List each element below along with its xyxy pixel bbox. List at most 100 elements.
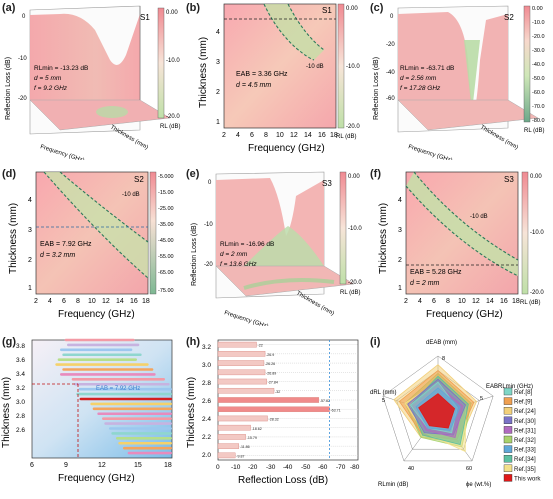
y-tick: 3 bbox=[216, 59, 220, 66]
y-tick: 4 bbox=[398, 197, 402, 204]
x-tick: 14 bbox=[304, 132, 312, 139]
panel-d-xticks: 2 4 6 8 10 12 14 16 18 bbox=[34, 298, 150, 305]
panel-e-ztick: -20 bbox=[204, 262, 213, 268]
rl-bar bbox=[217, 369, 266, 376]
radar-ring-value: 8 bbox=[442, 356, 445, 362]
x-tick: 16 bbox=[130, 298, 138, 305]
panel-i: dEAB (mm) EABRLmin (GHz) ϕe (wt.%) RLmin… bbox=[368, 336, 553, 494]
x-tick: 14 bbox=[486, 298, 494, 305]
y-tick: 2 bbox=[216, 89, 220, 96]
panel-e: 0.00 -10.0 -20.0 RL (dB) 0 -10 -20 Refle… bbox=[184, 166, 368, 330]
cbar-tick: -35.00 bbox=[158, 222, 174, 228]
panel-f-yticks: 4 3 2 1 bbox=[398, 197, 402, 292]
y-tick: 2.6 bbox=[16, 427, 25, 434]
legend-label: Ref.[8] bbox=[514, 389, 533, 396]
x-tick: 18 bbox=[330, 132, 338, 139]
legend-swatch bbox=[503, 426, 513, 434]
frequency-range-bar bbox=[60, 348, 133, 352]
panel-a-ztick: 0 bbox=[22, 14, 26, 20]
legend-swatch bbox=[503, 474, 513, 482]
panel-d-cbar-ticks: -5.000 -15.00 -25.00 -35.00 -45.00 -55.0… bbox=[158, 174, 174, 294]
x-tick: 10 bbox=[458, 298, 466, 305]
legend-label: Ref.[33] bbox=[514, 447, 536, 454]
cbar-tick: -10.0 bbox=[532, 20, 545, 26]
panel-b-cbar-tick: -10.0 bbox=[346, 64, 360, 70]
cbar-tick: -30.0 bbox=[532, 48, 545, 54]
y-tick: 4 bbox=[28, 197, 32, 204]
x-tick: 12 bbox=[98, 462, 106, 469]
panel-f-xticks: 2 4 6 8 10 12 14 16 18 bbox=[404, 298, 520, 305]
panel-b-xlabel: Frequency (GHz) bbox=[248, 143, 325, 154]
rl-value-label: -9.87 bbox=[236, 454, 244, 458]
panel-c-cbar-label: RL (dB) bbox=[524, 128, 544, 134]
panel-d-plot: -5.000 -15.00 -25.00 -35.00 -45.00 -55.0… bbox=[8, 171, 174, 320]
y-tick: 4 bbox=[216, 29, 220, 36]
panel-d-xlabel: Frequency (GHz) bbox=[58, 309, 135, 320]
panel-a-rlmin: RLmin = -13.23 dB bbox=[34, 65, 88, 72]
legend-label: Ref.[35] bbox=[514, 466, 536, 473]
legend-label: Ref.[30] bbox=[514, 418, 536, 425]
legend-swatch bbox=[503, 435, 513, 444]
panel-b-cbar-tick: -20.0 bbox=[346, 124, 360, 130]
cbar-tick: -75.00 bbox=[158, 288, 174, 294]
y-tick: 2 bbox=[398, 257, 402, 264]
panel-g-annotation: EAB = 7.92 GHz bbox=[96, 386, 140, 392]
frequency-range-bar bbox=[123, 446, 172, 450]
x-tick: 10 bbox=[276, 132, 284, 139]
frequency-range-bar bbox=[111, 432, 172, 435]
frequency-range-bar bbox=[76, 392, 172, 396]
panel-b: 0.00 -10.0 -20.0 RL (dB) 2 4 6 8 10 12 1… bbox=[184, 0, 368, 160]
panel-f-cbar-label: RL (dB) bbox=[520, 300, 540, 306]
legend-label: Ref.[31] bbox=[514, 427, 536, 434]
cbar-tick: -50.0 bbox=[532, 76, 545, 82]
x-tick: 18 bbox=[512, 298, 520, 305]
cbar-tick: -80.0 bbox=[532, 118, 545, 124]
x-tick: 4 bbox=[236, 132, 240, 139]
y-tick: 2.0 bbox=[202, 452, 211, 459]
panel-h-bars: -22 -26.9 -26.26 -26.89 -27.84 -32 -57.62 -63.7… bbox=[217, 341, 358, 458]
panel-b-ylabel: Thickness (mm) bbox=[198, 37, 209, 108]
panel-b-plot: 0.00 -10.0 -20.0 RL (dB) 2 4 6 8 10 12 1… bbox=[198, 3, 360, 154]
frequency-range-bar bbox=[102, 417, 172, 420]
cbar-tick: -5.000 bbox=[158, 174, 174, 180]
x-tick: 2 bbox=[222, 132, 226, 139]
y-tick: 3.0 bbox=[16, 399, 25, 406]
panel-e-sample: S3 bbox=[322, 179, 332, 188]
panel-i-label: (i) bbox=[370, 336, 381, 348]
y-tick: 3.0 bbox=[202, 362, 211, 369]
rl-bar bbox=[217, 351, 266, 357]
x-tick: 6 bbox=[62, 298, 66, 305]
panel-b-eab: EAB = 3.36 GHz bbox=[236, 71, 288, 78]
radar-ring-value: 60 bbox=[466, 466, 472, 472]
y-tick: 2.8 bbox=[202, 380, 211, 387]
radar-ring-value: 5 bbox=[382, 398, 385, 404]
y-tick: 3.6 bbox=[16, 357, 25, 364]
rl-bar bbox=[217, 387, 275, 394]
cbar-tick: -15.00 bbox=[158, 190, 174, 196]
panel-f-d: d = 2 mm bbox=[410, 280, 440, 287]
legend-swatch bbox=[503, 397, 513, 405]
cbar-tick: -60.0 bbox=[532, 90, 545, 96]
panel-e-label: (e) bbox=[186, 168, 200, 180]
y-tick: 2 bbox=[28, 257, 32, 264]
panel-a-label: (a) bbox=[2, 2, 16, 14]
panel-f-sample: S3 bbox=[504, 175, 514, 184]
panel-d-yticks: 4 3 2 1 bbox=[28, 197, 32, 292]
x-tick: 8 bbox=[76, 298, 80, 305]
panel-c-d: d = 2.56 mm bbox=[400, 75, 437, 82]
cbar-tick: -20.0 bbox=[532, 34, 545, 40]
frequency-range-bar bbox=[62, 353, 142, 357]
y-tick: 3 bbox=[398, 227, 402, 234]
panel-b-d: d = 4.5 mm bbox=[236, 82, 271, 89]
legend-swatch bbox=[503, 387, 513, 396]
panel-b-cbar-label: RL (dB) bbox=[336, 134, 356, 140]
cbar-tick: -40.0 bbox=[532, 62, 545, 68]
frequency-range-bar bbox=[78, 387, 172, 391]
y-tick: 2.8 bbox=[16, 413, 25, 420]
y-tick: 3.2 bbox=[202, 344, 211, 351]
panel-e-ztick: 0 bbox=[208, 180, 212, 186]
x-tick: 6 bbox=[250, 132, 254, 139]
panel-d-eab: EAB = 7.92 GHz bbox=[40, 241, 92, 248]
y-tick: 3.2 bbox=[16, 385, 25, 392]
x-tick: 0 bbox=[216, 464, 220, 471]
